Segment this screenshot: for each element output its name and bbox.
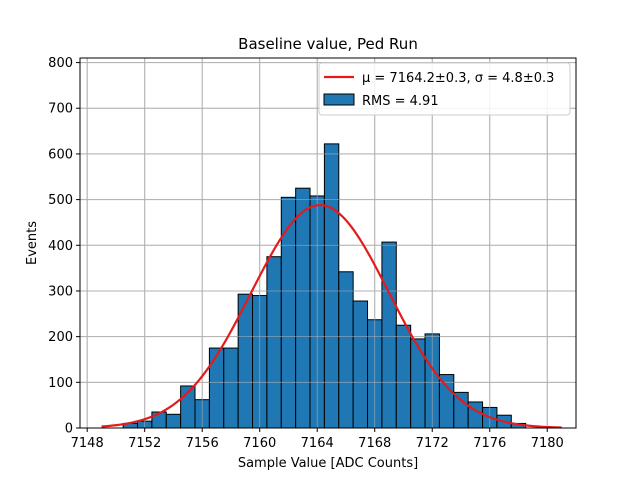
histogram-bar: [266, 256, 282, 429]
x-tick-label: 7168: [358, 436, 391, 451]
gaussian-fit-curve: [101, 203, 562, 429]
histogram-bar: [295, 187, 311, 429]
histogram-bar: [338, 271, 354, 429]
histogram-bar: [381, 241, 397, 429]
x-tick-label: 7172: [416, 436, 449, 451]
histogram-bar: [223, 347, 239, 429]
histogram-bar: [453, 391, 469, 429]
y-tick-label: 700: [48, 102, 73, 117]
y-tick-label: 100: [48, 376, 73, 391]
x-tick-label: 7176: [473, 436, 506, 451]
y-axis-ticks: 0 100 200 300 400 500 600 700 800: [48, 56, 80, 437]
chart-title: Baseline value, Ped Run: [238, 35, 418, 53]
x-axis-label: Sample Value [ADC Counts]: [238, 456, 418, 471]
y-tick-label: 0: [65, 422, 73, 437]
x-tick-label: 7164: [301, 436, 334, 451]
histogram-bar: [280, 196, 297, 429]
histogram-bar: [410, 338, 426, 429]
x-axis-ticks: 7148 7152 7156 7160 7164 7168 7172 7176 7180: [71, 428, 564, 451]
histogram-bar: [395, 324, 412, 429]
x-tick-label: 7156: [186, 436, 219, 451]
legend-fit-label: μ = 7164.2±0.3, σ = 4.8±0.3: [362, 71, 554, 86]
x-tick-label: 7152: [128, 436, 161, 451]
y-tick-label: 500: [48, 193, 73, 208]
x-tick-label: 7160: [243, 436, 276, 451]
legend-histogram-label: RMS = 4.91: [362, 94, 439, 109]
y-tick-label: 200: [48, 330, 73, 345]
plot-area-frame: [79, 57, 577, 429]
y-tick-label: 800: [48, 56, 73, 71]
x-tick-label: 7148: [71, 436, 104, 451]
legend: μ = 7164.2±0.3, σ = 4.8±0.3 RMS = 4.91: [318, 62, 571, 116]
histogram-bar: [208, 347, 225, 429]
legend-histogram-swatch: [323, 93, 355, 106]
histogram-bar: [352, 300, 369, 429]
y-tick-label: 300: [48, 284, 73, 299]
y-axis-label: Events: [25, 221, 40, 265]
histogram-bar: [165, 413, 182, 429]
histogram-bar: [323, 143, 340, 429]
y-tick-label: 600: [48, 147, 73, 162]
y-tick-label: 400: [48, 239, 73, 254]
x-tick-label: 7180: [531, 436, 564, 451]
legend-box: [318, 62, 571, 116]
